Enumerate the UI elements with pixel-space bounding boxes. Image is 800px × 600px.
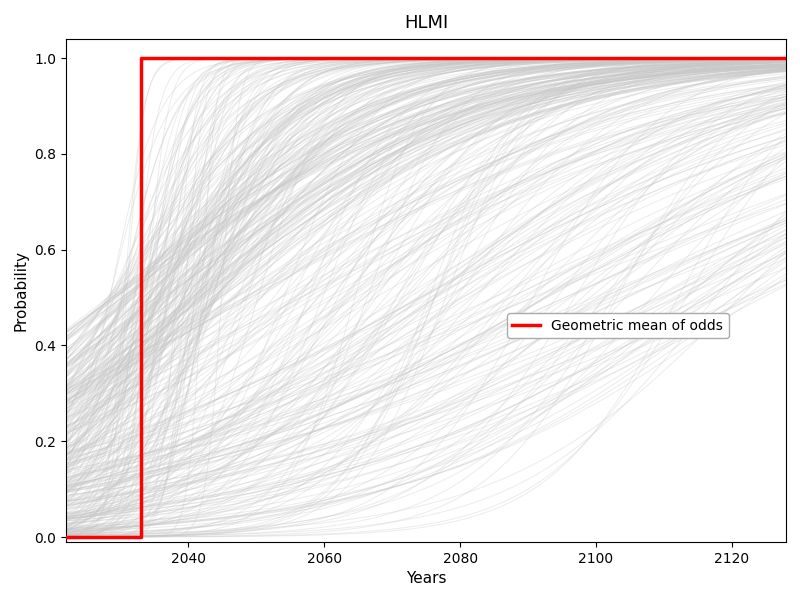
Legend: Geometric mean of odds: Geometric mean of odds: [507, 313, 729, 338]
Y-axis label: Probability: Probability: [14, 250, 29, 331]
X-axis label: Years: Years: [406, 571, 446, 586]
Title: HLMI: HLMI: [404, 14, 448, 32]
